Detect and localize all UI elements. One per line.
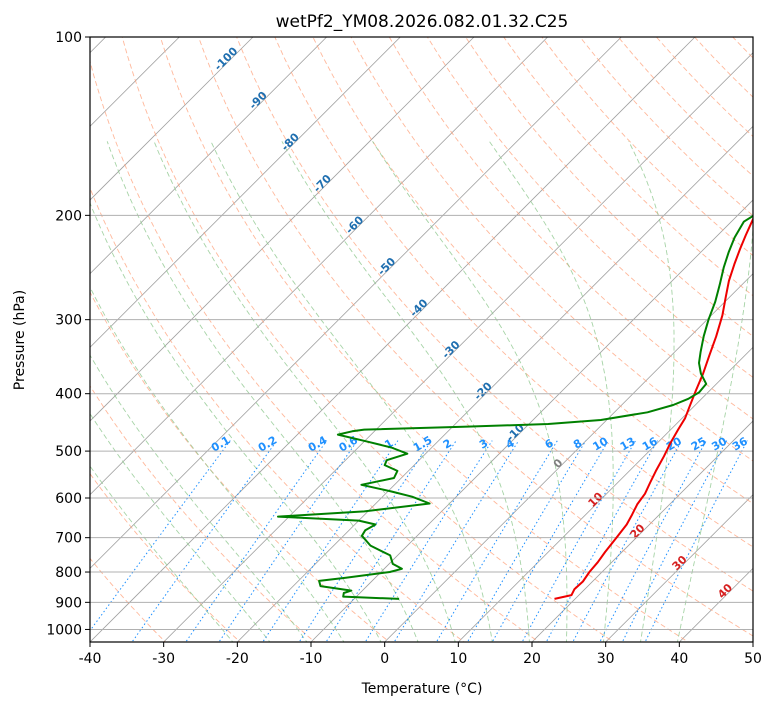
- mixing-ratio-line: [466, 440, 587, 642]
- isotherm-line: [605, 494, 753, 642]
- mixing-ratio-line: [435, 440, 558, 642]
- mixing-ratio-line: [185, 440, 328, 642]
- moist-adiabat-line: [372, 141, 568, 642]
- moist-adiabat-line: [676, 222, 753, 642]
- mixing-ratio-line: [298, 440, 432, 642]
- dewpoint-profile-line: [277, 214, 753, 600]
- plot-background: [90, 37, 753, 642]
- moist-adiabat-line: [628, 141, 675, 642]
- isotherm-line: [163, 52, 753, 642]
- x-tick-label: 0: [380, 651, 389, 667]
- isotherm-line: [90, 37, 696, 642]
- dry-adiabat-line: [90, 385, 316, 642]
- x-tick-label: -40: [79, 651, 102, 667]
- dry-adiabat-line: [465, 37, 753, 337]
- dry-adiabat-line: [388, 37, 753, 420]
- mixing-ratio-line: [491, 440, 609, 642]
- mixing-ratio-line: [364, 440, 493, 642]
- mixing-ratio-line: [325, 440, 457, 642]
- x-ticks: -40 -30 -20 -10 0 10 20 30 40 50: [79, 642, 762, 667]
- mixing-ratio-line: [393, 440, 520, 642]
- isotherm-line: [90, 37, 327, 275]
- isotherm-line: [90, 37, 475, 422]
- isotherm-line: [90, 37, 622, 569]
- dry-adiabat-line: [274, 37, 753, 548]
- isotherm-line: [90, 37, 401, 348]
- moist-adiabat-line: [281, 141, 530, 642]
- mixing-ratio-line: [131, 440, 278, 642]
- y-tick-label: 100: [55, 30, 82, 46]
- dry-adiabat-line: [236, 37, 753, 592]
- dry-adiabat-line: [771, 37, 775, 644]
- x-tick-label: -20: [226, 651, 249, 667]
- y-axis-label: Pressure (hPa): [12, 290, 28, 390]
- temperature-profile-line: [554, 217, 753, 600]
- moist-adiabat-line: [106, 141, 419, 642]
- chart-title: wetPf2_YM08.2026.082.01.32.C25: [276, 12, 569, 32]
- x-tick-label: 10: [449, 651, 467, 667]
- y-tick-label: 600: [55, 491, 82, 507]
- mixing-ratio-line: [572, 440, 683, 642]
- x-tick-label: 30: [597, 651, 615, 667]
- moist-adiabat-line: [210, 141, 493, 642]
- dry-adiabat-line: [503, 37, 753, 297]
- y-tick-label: 800: [55, 565, 82, 581]
- y-tick-label: 900: [55, 595, 82, 611]
- dry-adiabat-line: [90, 59, 540, 642]
- isotherm-line: [90, 37, 254, 201]
- mixing-ratio-line: [599, 440, 707, 642]
- dry-adiabat-line: [198, 37, 753, 637]
- isotherm-line: [752, 641, 753, 642]
- x-tick-label: 50: [744, 651, 762, 667]
- dry-adiabat-line: [312, 37, 753, 505]
- mixing-ratio-line: [262, 440, 399, 642]
- x-tick-label: 20: [523, 651, 541, 667]
- dry-adiabat-line: [350, 37, 753, 462]
- moist-adiabat-line: [90, 286, 345, 642]
- x-axis-label: Temperature (°C): [361, 681, 483, 697]
- isotherm-line: [237, 125, 753, 642]
- moist-adiabat-line: [153, 141, 456, 642]
- y-tick-label: 400: [55, 387, 82, 403]
- y-ticks: 100 200 300 400 500 600 700 800 900 1000: [46, 30, 90, 638]
- isotherm-line: [310, 199, 753, 642]
- x-tick-label: -30: [152, 651, 175, 667]
- moist-adiabat-line: [90, 465, 234, 642]
- mixing-ratio-line: [621, 440, 728, 642]
- isotherm-line: [531, 420, 753, 642]
- mixing-ratio-line: [521, 440, 637, 642]
- isotherm-line: [384, 273, 753, 642]
- y-tick-label: 700: [55, 531, 82, 547]
- x-tick-label: -10: [300, 651, 323, 667]
- x-tick-label: 40: [670, 651, 688, 667]
- y-tick-label: 1000: [46, 622, 82, 638]
- y-tick-label: 500: [55, 444, 82, 460]
- mixing-ratio-line: [545, 440, 659, 642]
- isotherm-line: [458, 346, 753, 642]
- moist-adiabat-line: [90, 354, 308, 642]
- plot-frame: [89, 36, 754, 643]
- moist-adiabat-line: [488, 141, 614, 642]
- y-tick-label: 200: [55, 208, 82, 224]
- isotherm-line: [90, 37, 548, 496]
- moist-adiabat-line: [90, 412, 271, 642]
- y-tick-label: 300: [55, 313, 82, 329]
- profiles: [277, 214, 753, 600]
